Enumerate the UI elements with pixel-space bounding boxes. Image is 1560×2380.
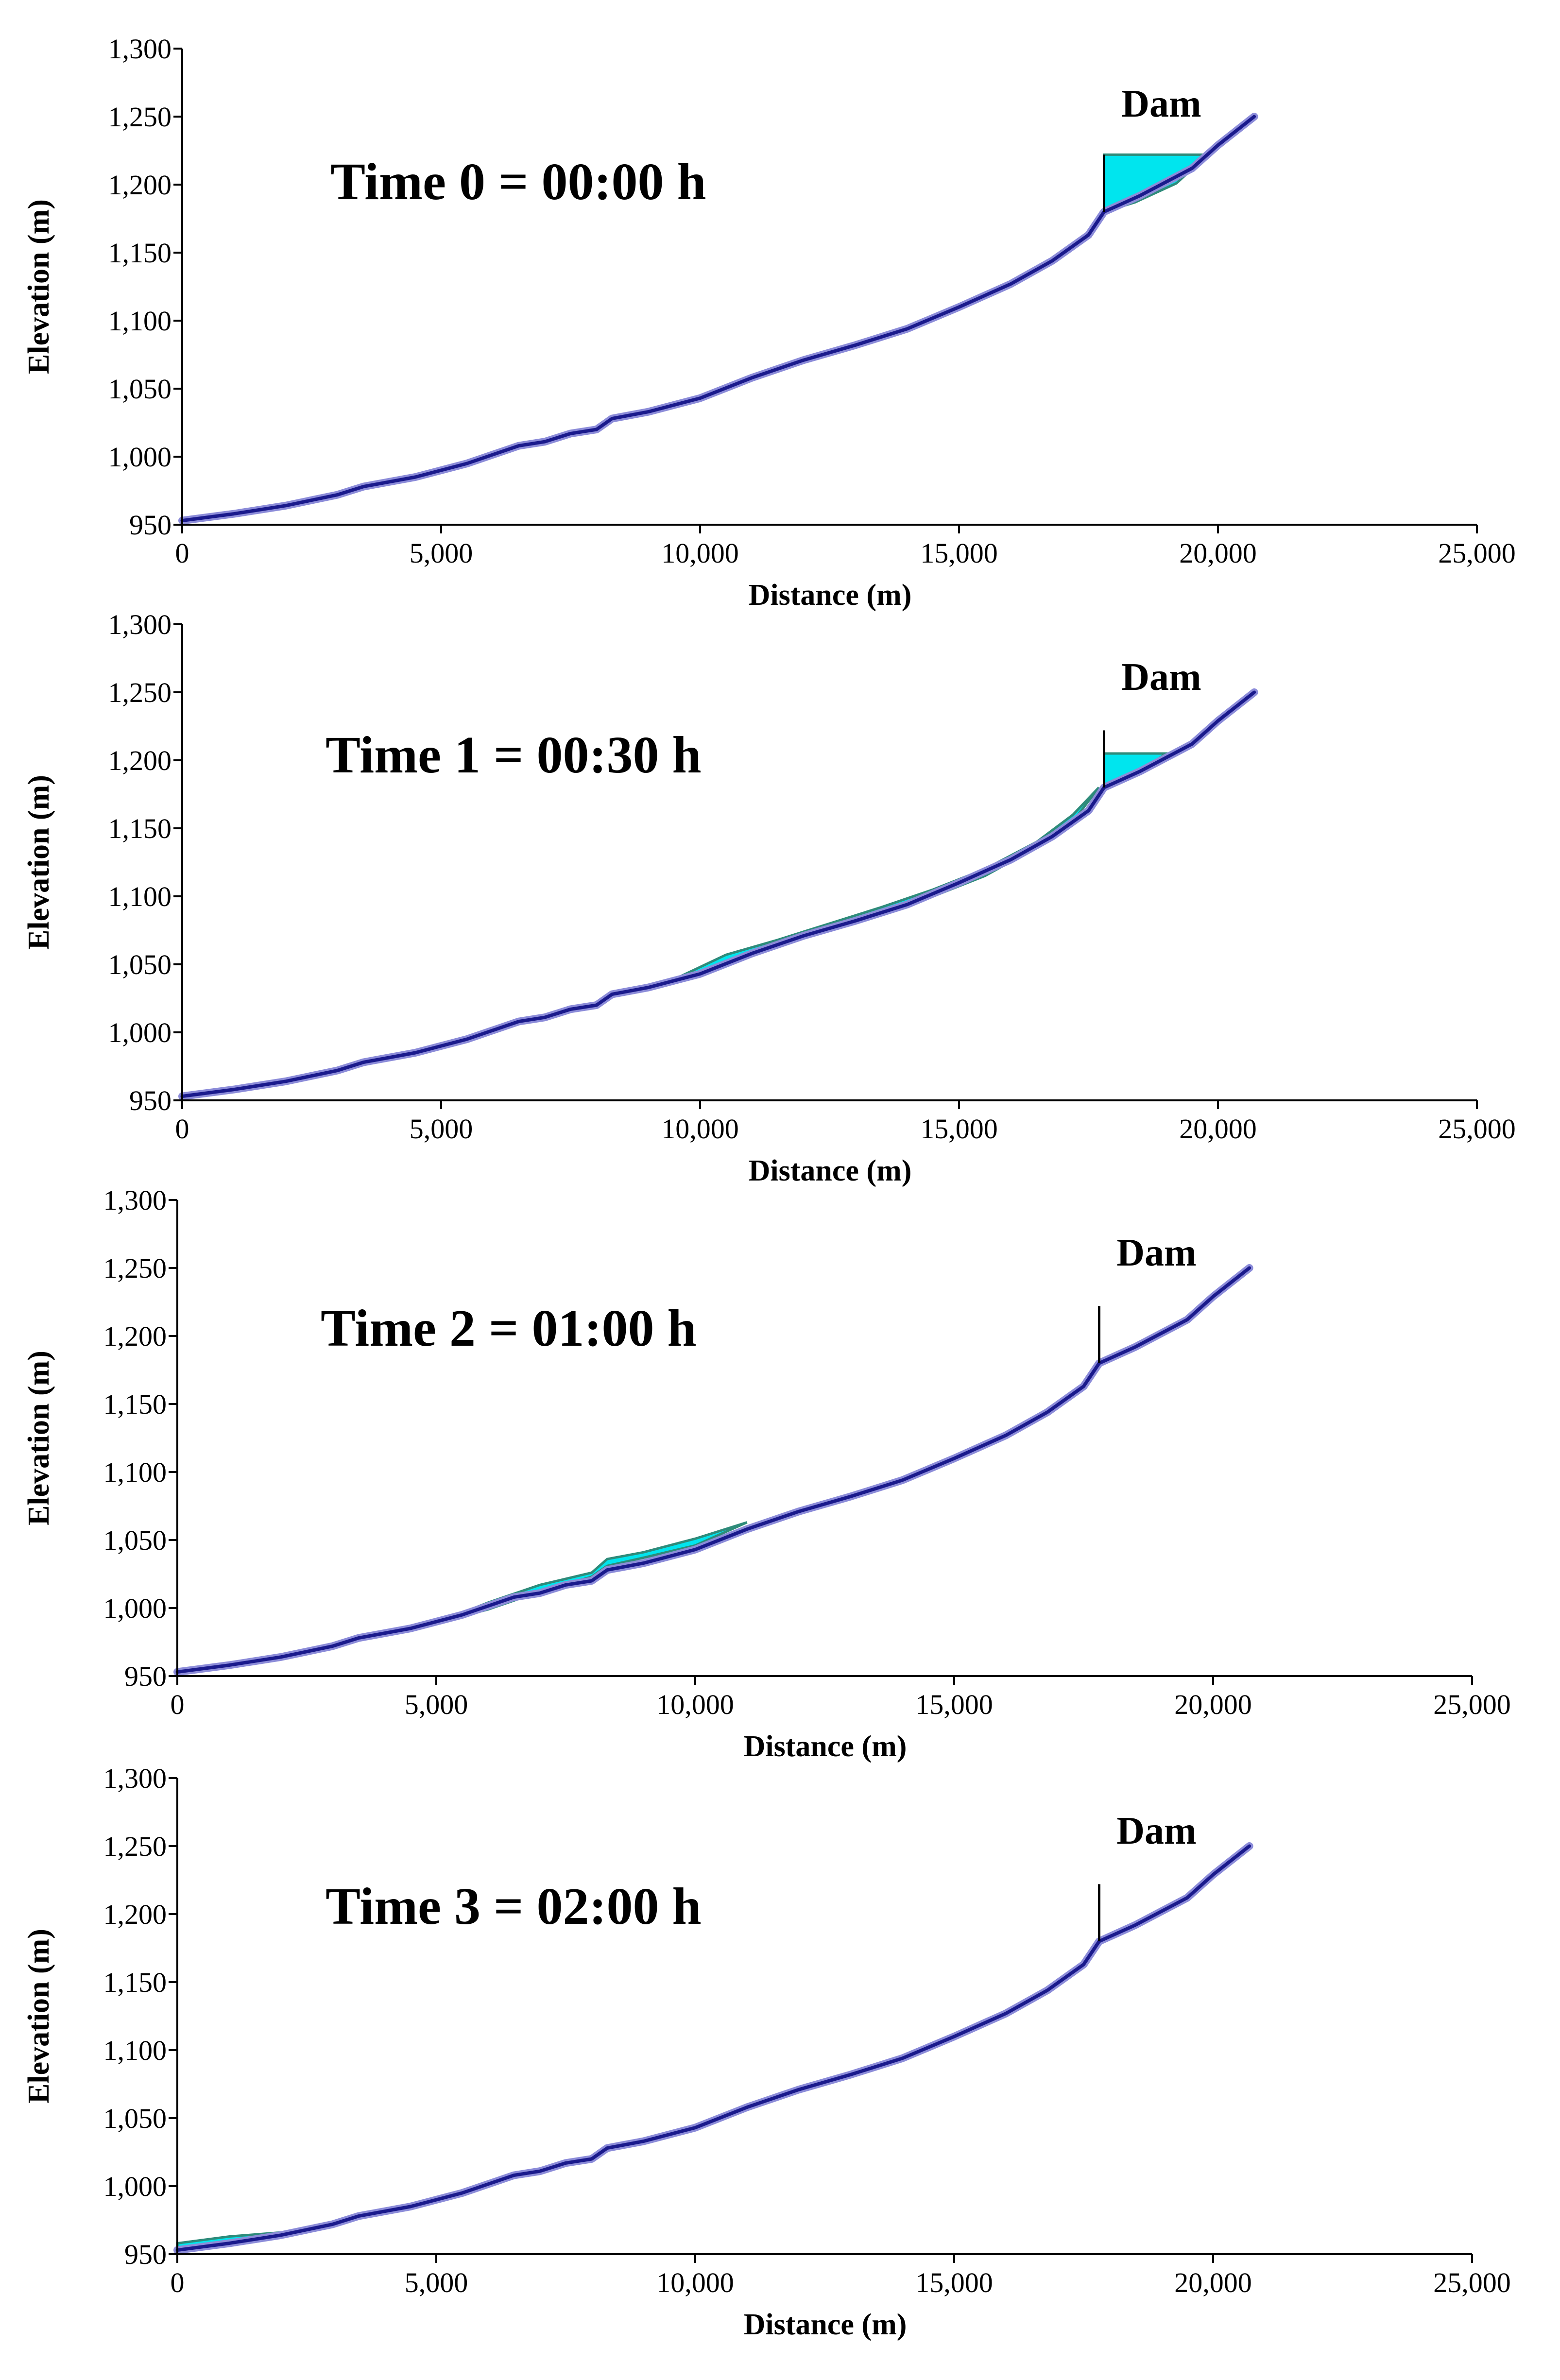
y-tick-label: 1,150: [108, 813, 172, 844]
x-axis-title: Distance (m): [749, 579, 912, 612]
y-tick-label: 1,150: [103, 1388, 167, 1420]
y-tick-label: 1,000: [103, 2171, 167, 2202]
y-tick-label: 1,200: [103, 1320, 167, 1352]
x-tick-label: 0: [175, 537, 189, 569]
dam-label: Dam: [1121, 83, 1201, 125]
y-tick-label: 1,300: [103, 1763, 167, 1794]
y-tick-label: 950: [124, 2239, 167, 2270]
y-tick-label: 1,300: [103, 1184, 167, 1216]
chart-panel-1: Dam Time 1 = 00:30 h 950 1,000 1,050 1,100 1,1…: [22, 609, 1516, 1187]
y-axis-title: Elevation (m): [22, 199, 55, 374]
bed-profile-line: [175, 1844, 1251, 2252]
y-tick-label: 1,050: [108, 373, 172, 405]
x-tick-label: 20,000: [1179, 537, 1257, 569]
x-tick-label: 25,000: [1438, 1113, 1516, 1145]
x-tick-label: 5,000: [405, 1689, 468, 1720]
y-tick-label: 1,300: [108, 609, 172, 640]
y-tick-label: 1,250: [108, 101, 172, 133]
x-tick-label: 15,000: [920, 1113, 998, 1145]
y-tick-label: 1,000: [103, 1592, 167, 1624]
y-tick-label: 1,000: [108, 441, 172, 473]
time-label: Time 2 = 01:00 h: [321, 1300, 697, 1357]
x-tick-label: 25,000: [1433, 1689, 1511, 1720]
time-label: Time 0 = 00:00 h: [330, 153, 706, 211]
chart-panel-0: Dam Time 0 = 00:00 h 950 1,000 1,050 1,100 1,1…: [22, 33, 1516, 612]
y-tick-label: 1,100: [103, 2035, 167, 2066]
y-tick-label: 1,300: [108, 33, 172, 65]
y-axis-title: Elevation (m): [22, 1929, 55, 2104]
y-axis-title: Elevation (m): [22, 1351, 55, 1525]
y-tick-label: 950: [129, 509, 171, 541]
x-tick-label: 15,000: [920, 537, 998, 569]
y-tick-label: 1,200: [108, 169, 172, 201]
y-tick-label: 1,250: [103, 1831, 167, 1862]
y-tick-label: 1,050: [103, 2103, 167, 2134]
x-tick-label: 0: [171, 2267, 185, 2298]
x-tick-label: 5,000: [410, 537, 473, 569]
x-tick-label: 20,000: [1174, 1689, 1252, 1720]
y-tick-label: 1,200: [108, 745, 172, 776]
y-tick-label: 1,100: [108, 305, 172, 337]
x-tick-label: 10,000: [656, 2267, 734, 2298]
y-tick-label: 1,050: [103, 1524, 167, 1556]
y-tick-label: 1,050: [108, 949, 172, 980]
y-tick-label: 950: [129, 1085, 171, 1116]
dam-label: Dam: [1116, 1232, 1196, 1274]
dam-label: Dam: [1121, 656, 1201, 699]
chart-panel-2: Dam Time 2 = 01:00 h 950 1,000 1,050 1,100 1,1…: [22, 1184, 1511, 1763]
y-axis-title: Elevation (m): [22, 775, 55, 950]
x-tick-label: 10,000: [661, 1113, 739, 1145]
x-tick-label: 10,000: [656, 1689, 734, 1720]
y-tick-label: 1,250: [103, 1252, 167, 1284]
x-axis-title: Distance (m): [744, 1730, 907, 1763]
x-tick-label: 15,000: [915, 1689, 993, 1720]
x-tick-label: 20,000: [1179, 1113, 1257, 1145]
x-tick-label: 0: [171, 1689, 185, 1720]
x-tick-label: 25,000: [1438, 537, 1516, 569]
y-tick-label: 1,000: [108, 1017, 172, 1048]
bed-profile-line: [175, 1266, 1251, 1674]
y-tick-label: 950: [124, 1661, 167, 1692]
x-axis-title: Distance (m): [749, 1154, 912, 1187]
x-tick-label: 5,000: [405, 2267, 468, 2298]
bed-profile-line: [180, 690, 1256, 1098]
y-tick-label: 1,100: [103, 1456, 167, 1488]
chart-panel-3: Dam Time 3 = 02:00 h 950 1,000 1,050 1,100 1,1…: [22, 1763, 1511, 2341]
y-tick-label: 1,200: [103, 1899, 167, 1930]
y-tick-label: 1,150: [103, 1967, 167, 1998]
x-tick-label: 25,000: [1433, 2267, 1511, 2298]
bed-profile-line: [180, 115, 1256, 523]
dam-label: Dam: [1116, 1810, 1196, 1852]
x-tick-label: 10,000: [661, 537, 739, 569]
x-tick-label: 0: [175, 1113, 189, 1145]
x-tick-label: 5,000: [410, 1113, 473, 1145]
x-tick-label: 20,000: [1174, 2267, 1252, 2298]
x-axis-title: Distance (m): [744, 2308, 907, 2341]
y-tick-label: 1,250: [108, 677, 172, 708]
time-label: Time 1 = 00:30 h: [326, 726, 702, 784]
x-tick-label: 15,000: [915, 2267, 993, 2298]
water-body-1: [673, 787, 1100, 981]
time-label: Time 3 = 02:00 h: [326, 1878, 702, 1935]
y-tick-label: 1,100: [108, 881, 172, 912]
y-tick-label: 1,150: [108, 237, 172, 269]
